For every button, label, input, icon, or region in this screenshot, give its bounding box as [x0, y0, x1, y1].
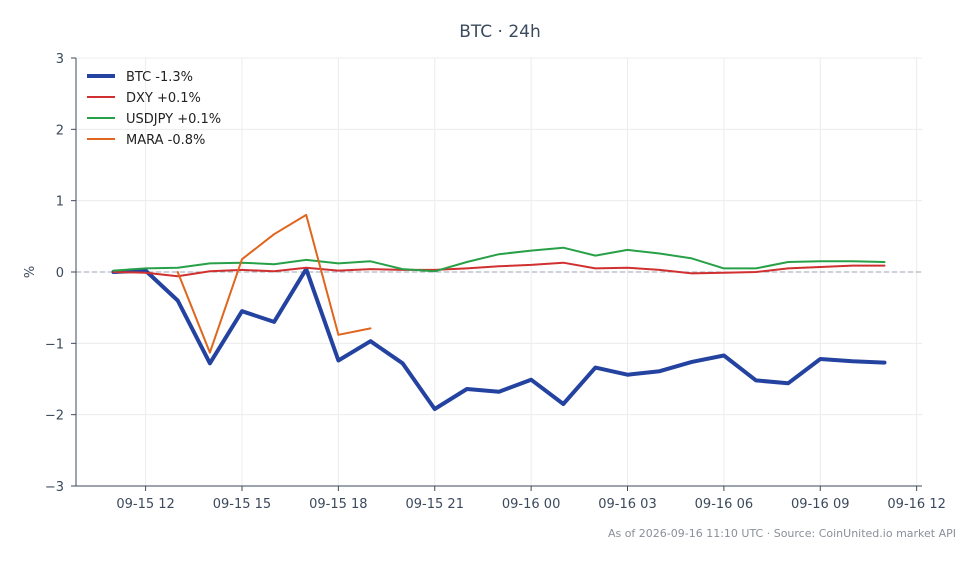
x-tick-label: 09-15 12	[116, 497, 174, 512]
y-tick-label: 2	[56, 123, 64, 138]
legend-label-mara: MARA -0.8%	[126, 133, 205, 148]
y-tick-label: −1	[45, 337, 64, 352]
series-line-usdjpy	[112, 246, 886, 273]
chart-title: BTC · 24h	[459, 22, 541, 42]
legend: BTC -1.3% DXY +0.1% USDJPY +0.1% MARA -0.8%	[87, 70, 221, 148]
x-tick-label: 09-15 15	[213, 497, 271, 512]
axes: 3 2 1 0 −1 −2 −3 09-15 12 09-15 15 09-15 18 09-15 …	[45, 52, 946, 512]
y-tick-label: 0	[56, 266, 64, 281]
footer-source: As of 2026-09-16 11:10 UTC · Source: Coi…	[608, 527, 956, 540]
legend-label-usdjpy: USDJPY +0.1%	[126, 112, 221, 127]
y-axis-label: %	[23, 266, 38, 278]
x-tick-label: 09-15 21	[406, 497, 464, 512]
y-tick-label: −2	[45, 409, 64, 424]
x-tick-label: 09-16 09	[791, 497, 849, 512]
legend-label-dxy: DXY +0.1%	[126, 91, 201, 106]
series-group	[111, 213, 887, 411]
y-tick-label: 1	[56, 195, 64, 210]
x-tick-label: 09-16 00	[502, 497, 560, 512]
x-tick-label: 09-16 06	[695, 497, 753, 512]
y-tick-label: 3	[56, 52, 64, 67]
series-line-btc	[111, 267, 887, 411]
series-line-dxy	[112, 261, 886, 278]
x-tick-label: 09-16 03	[598, 497, 656, 512]
x-tick-label: 09-16 12	[887, 497, 945, 512]
x-tick-label: 09-15 18	[309, 497, 367, 512]
y-tick-label: −3	[45, 480, 64, 495]
legend-label-btc: BTC -1.3%	[126, 70, 193, 85]
series-line-mara	[176, 213, 372, 354]
